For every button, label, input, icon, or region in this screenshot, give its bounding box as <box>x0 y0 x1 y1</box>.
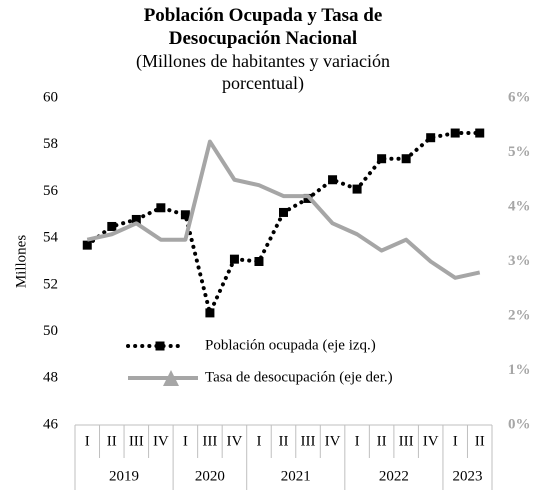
x-tick-label: III <box>399 433 414 449</box>
x-tick-label: I <box>355 433 360 449</box>
point <box>107 221 117 231</box>
chart-subtitle: (Millones de habitantes y variación porc… <box>136 51 390 93</box>
point <box>156 203 166 213</box>
y-tick-label: 48 <box>43 370 58 386</box>
header: Población Ocupada y Tasa de Desocupación… <box>113 4 413 94</box>
y-tick-label: 46 <box>43 416 59 432</box>
y-tick-label: 50 <box>43 323 58 339</box>
y2-tick-label: 4% <box>508 198 531 214</box>
legend-label: Población ocupada (eje izq.) <box>205 337 376 353</box>
point <box>205 308 215 318</box>
point <box>229 254 239 264</box>
point <box>450 128 460 138</box>
y2-tick-label: 3% <box>508 253 531 269</box>
point <box>180 210 190 220</box>
x-tick-label: IV <box>153 433 169 449</box>
y2-tick-label: 5% <box>508 144 531 160</box>
point <box>401 154 411 164</box>
legend-swatch-marker <box>163 370 179 386</box>
legend-swatch-marker <box>155 341 165 351</box>
point <box>328 175 338 185</box>
x-tick-label: I <box>453 433 458 449</box>
x-tick-label: I <box>256 433 261 449</box>
y2-tick-label: 0% <box>508 416 531 432</box>
x-group-label: 2019 <box>109 468 139 484</box>
x-group-label: 2022 <box>379 468 409 484</box>
legend-label: Tasa de desocupación (eje der.) <box>205 369 393 385</box>
x-tick-label: I <box>183 433 188 449</box>
x-tick-label: IV <box>423 433 439 449</box>
y2-tick-label: 6% <box>508 89 531 105</box>
x-group-label: 2023 <box>452 468 482 484</box>
x-tick-label: III <box>301 433 316 449</box>
y2-tick-label: 2% <box>508 307 531 323</box>
y-axis-label: Millones <box>13 235 29 288</box>
x-tick-label: IV <box>325 433 341 449</box>
point <box>352 184 362 194</box>
y-tick-label: 60 <box>43 89 58 105</box>
point <box>82 240 92 250</box>
chart-title: Población Ocupada y Tasa de Desocupación… <box>143 5 383 49</box>
x-tick-label: II <box>475 433 485 449</box>
x-group-label: 2021 <box>281 468 311 484</box>
point <box>377 154 387 164</box>
x-tick-label: IV <box>227 433 243 449</box>
series-line <box>85 131 482 319</box>
x-group-label: 2020 <box>195 468 225 484</box>
y-tick-label: 56 <box>43 183 59 199</box>
point <box>475 128 485 138</box>
y-tick-label: 52 <box>43 276 58 292</box>
y2-tick-label: 1% <box>508 362 531 378</box>
series-line <box>86 139 481 280</box>
x-tick-label: I <box>85 433 90 449</box>
point <box>131 214 141 224</box>
x-tick-label: II <box>377 433 387 449</box>
x-tick-label: II <box>279 433 289 449</box>
point <box>279 207 288 217</box>
point <box>426 133 436 143</box>
x-tick-label: II <box>107 433 117 449</box>
y-tick-label: 54 <box>43 230 59 246</box>
y-tick-label: 58 <box>43 136 58 152</box>
x-tick-label: III <box>129 433 144 449</box>
x-tick-label: III <box>202 433 217 449</box>
point <box>254 257 264 266</box>
